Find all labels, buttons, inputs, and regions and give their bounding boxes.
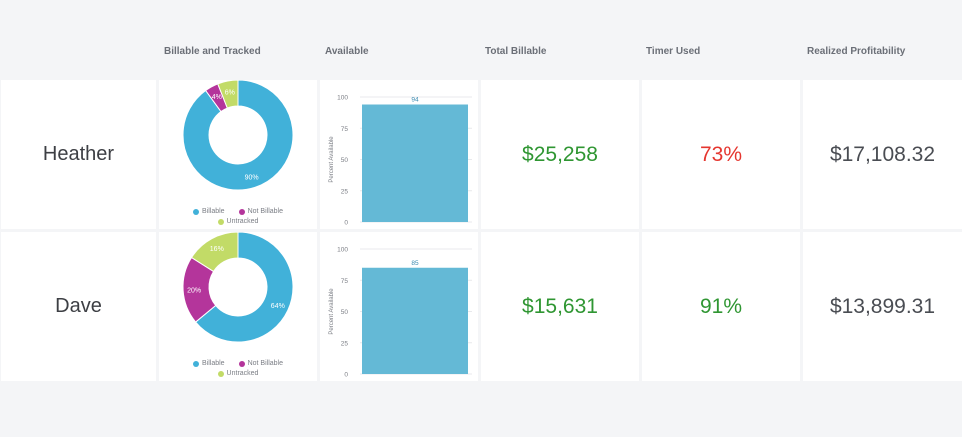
legend-untracked-swatch: [217, 371, 224, 377]
donut-legend: Billable Not Billable Untracked: [159, 359, 317, 379]
y-tick-label: 0: [344, 220, 348, 227]
total-billable-dave: $15,631: [481, 232, 639, 381]
header-total-billable: Total Billable: [485, 46, 547, 57]
donut-chart-heather: 90% 4%6%: [182, 80, 294, 191]
bar-cell-heather: 0 25 50 75 100 Percent Available 94: [320, 80, 478, 229]
legend-not-billable-swatch: [238, 209, 245, 215]
bar-chart-heather: 0 25 50 75 100 Percent Available 94: [329, 95, 472, 227]
header-available: Available: [325, 46, 369, 57]
header-billable-tracked: Billable and Tracked: [164, 46, 261, 57]
y-tick-label: 75: [341, 278, 349, 285]
y-tick-label: 25: [341, 340, 349, 347]
header-timer-used: Timer Used: [646, 46, 701, 57]
legend-billable-swatch: [193, 361, 199, 367]
legend-untracked-label: Untracked: [226, 370, 259, 377]
donut-legend: Billable Not Billable Untracked: [159, 207, 317, 227]
y-tick-label: 75: [341, 126, 349, 133]
donut-slice-untracked[interactable]: [190, 232, 239, 273]
donut-slice-label: 6%: [225, 89, 235, 96]
donut-slice-label: 20%: [187, 287, 201, 294]
legend-billable-label: Billable: [202, 360, 225, 367]
donut-cell-heather: 90% 4% 6% Billable Not Billable Untracked: [159, 80, 317, 229]
legend-untracked-swatch: [217, 219, 224, 225]
donut-slice-label: 16%: [210, 246, 224, 253]
legend-not-billable-label: Not Billable: [247, 208, 283, 215]
donut-slice-billable[interactable]: [182, 80, 294, 191]
y-tick-label: 25: [341, 188, 349, 195]
y-tick-label: 100: [337, 247, 348, 254]
y-tick-label: 50: [341, 309, 349, 316]
donut-slice-label: 4%: [212, 94, 222, 101]
donut-slice-billable[interactable]: [194, 232, 294, 343]
donut-chart-dave: 64% 20% 16%: [182, 232, 294, 343]
bar-data-label: 85: [411, 260, 419, 267]
timer-used-dave: 91%: [642, 232, 800, 381]
header-realized-profitability: Realized Profitability: [807, 46, 906, 57]
bar-cell-dave: 0 25 50 75 100 Percent Available 85: [320, 232, 478, 381]
legend-billable: Billable: [193, 207, 225, 217]
legend-not-billable-swatch: [238, 361, 245, 367]
donut-cell-dave: 64% 20% 16% Billable Not Billable Untracke…: [159, 232, 317, 381]
realized-profitability-dave: $13,899.31: [803, 232, 962, 381]
y-axis-label: Percent Available: [329, 288, 335, 335]
y-tick-label: 100: [337, 95, 348, 102]
row-name-heather: Heather: [1, 80, 156, 229]
legend-untracked: Untracked: [217, 217, 259, 227]
row-name-dave: Dave: [1, 232, 156, 381]
y-tick-label: 0: [344, 372, 348, 379]
y-tick-label: 50: [341, 157, 349, 164]
legend-untracked-label: Untracked: [226, 218, 259, 225]
legend-billable-label: Billable: [202, 208, 225, 215]
legend-not-billable-label: Not Billable: [247, 360, 283, 367]
legend-billable-swatch: [193, 209, 199, 215]
legend-untracked: Untracked: [217, 369, 259, 379]
legend-billable: Billable: [193, 359, 225, 369]
realized-profitability-heather: $17,108.32: [803, 80, 962, 229]
donut-slice-untracked[interactable]: [217, 80, 239, 109]
bar[interactable]: [362, 267, 468, 374]
bar-data-label: 94: [411, 97, 419, 104]
donut-slice-label: 90%: [245, 174, 259, 181]
legend-not-billable: Not Billable: [238, 207, 283, 217]
y-axis-label: Percent Available: [329, 136, 335, 183]
legend-not-billable: Not Billable: [238, 359, 283, 369]
bar[interactable]: [362, 104, 468, 223]
timer-used-heather: 73%: [642, 80, 800, 229]
donut-slice-label: 64%: [271, 303, 285, 310]
total-billable-heather: $25,258: [481, 80, 639, 229]
bar-chart-dave: 0 25 50 75 100 Percent Available 85: [329, 247, 472, 379]
